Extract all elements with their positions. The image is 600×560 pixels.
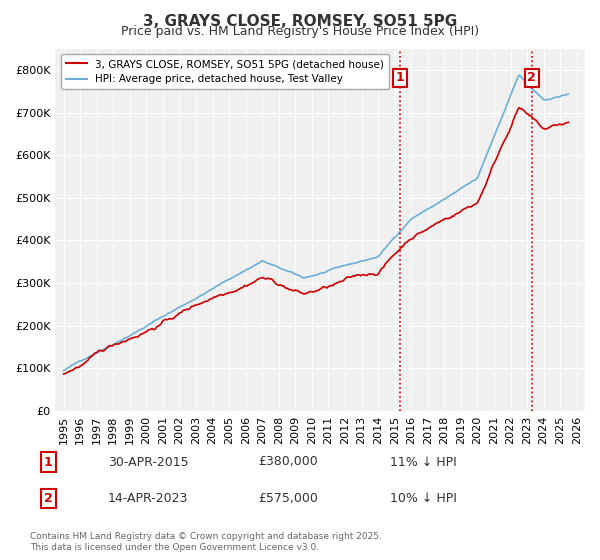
Text: 11% ↓ HPI: 11% ↓ HPI (390, 455, 457, 469)
Text: Contains HM Land Registry data © Crown copyright and database right 2025.
This d: Contains HM Land Registry data © Crown c… (30, 532, 382, 552)
Text: 2: 2 (527, 71, 536, 84)
Text: Price paid vs. HM Land Registry's House Price Index (HPI): Price paid vs. HM Land Registry's House … (121, 25, 479, 38)
Text: 1: 1 (396, 71, 404, 84)
Text: 3, GRAYS CLOSE, ROMSEY, SO51 5PG: 3, GRAYS CLOSE, ROMSEY, SO51 5PG (143, 14, 457, 29)
Text: 30-APR-2015: 30-APR-2015 (108, 455, 188, 469)
Text: £575,000: £575,000 (258, 492, 318, 505)
Text: £380,000: £380,000 (258, 455, 318, 469)
Text: 2: 2 (44, 492, 52, 505)
Legend: 3, GRAYS CLOSE, ROMSEY, SO51 5PG (detached house), HPI: Average price, detached : 3, GRAYS CLOSE, ROMSEY, SO51 5PG (detach… (61, 54, 389, 90)
Text: 10% ↓ HPI: 10% ↓ HPI (390, 492, 457, 505)
Text: 14-APR-2023: 14-APR-2023 (108, 492, 188, 505)
Text: 1: 1 (44, 455, 52, 469)
